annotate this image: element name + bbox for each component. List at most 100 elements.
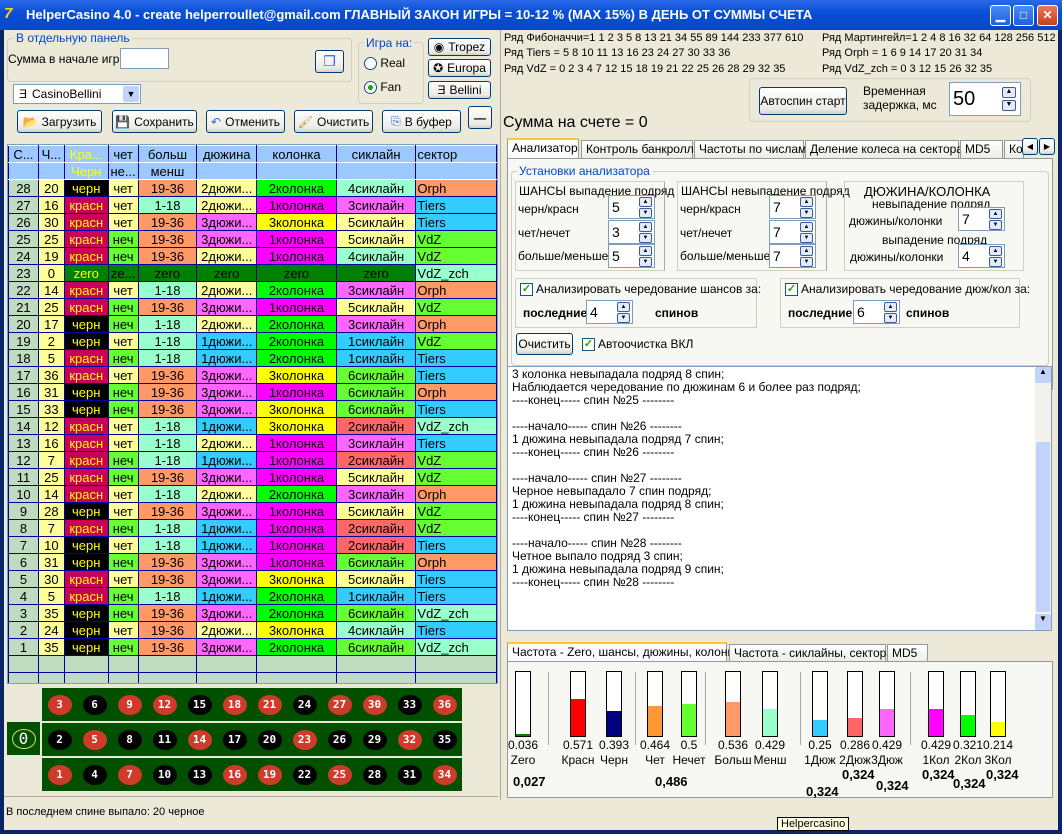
scroll-down-icon[interactable]: ▼ <box>1035 614 1051 630</box>
analyzer-clear-button[interactable]: Очистить <box>516 333 573 355</box>
spinner-down-icon[interactable]: ▼ <box>800 208 813 218</box>
hit-spinner-2[interactable]: 5 ▲ ▼ <box>608 244 655 268</box>
number-zero[interactable]: 0 <box>7 722 40 755</box>
number-27[interactable]: 27 <box>322 688 357 721</box>
number-19[interactable]: 19 <box>252 758 287 791</box>
spinner-up-icon[interactable]: ▲ <box>639 222 652 232</box>
number-15[interactable]: 15 <box>182 688 217 721</box>
header-column[interactable]: колонка <box>256 145 337 163</box>
spinner-down-icon[interactable]: ▼ <box>617 313 630 323</box>
number-25[interactable]: 25 <box>322 758 357 791</box>
spinner-up-icon[interactable]: ▲ <box>800 197 813 207</box>
chevron-down-icon[interactable]: ▼ <box>123 86 139 102</box>
table-row[interactable]: 17 36 красн чет 19-36 3дюжи... 3колонка 6сиклай… <box>8 366 497 384</box>
table-row[interactable]: 3 35 черн неч 19-36 3дюжи... 2колонка 6сиклайн V… <box>8 604 497 622</box>
casino-europa-button[interactable]: ✪ Europa <box>428 59 491 77</box>
alt-chances-spinner[interactable]: 4 ▲ ▼ <box>586 300 633 324</box>
number-16[interactable]: 16 <box>217 758 252 791</box>
table-row[interactable]: 12 7 красн неч 1-18 1дюжи... 1колонка 2сиклайн V… <box>8 451 497 469</box>
table-row[interactable]: 25 25 красн неч 19-36 3дюжи... 1колонка 5сиклай… <box>8 230 497 248</box>
miss-spinner-0[interactable]: 7 ▲ ▼ <box>769 195 816 219</box>
number-29[interactable]: 29 <box>357 723 392 756</box>
load-button[interactable]: 📂 Загрузить <box>17 110 102 133</box>
number-6[interactable]: 6 <box>77 688 112 721</box>
number-3[interactable]: 3 <box>42 688 77 721</box>
number-30[interactable]: 30 <box>357 688 392 721</box>
table-row[interactable]: 9 28 черн чет 19-36 3дюжи... 1колонка 5сиклайн V… <box>8 502 497 520</box>
miss-spinner-1[interactable]: 7 ▲ ▼ <box>769 220 816 244</box>
empty-row[interactable] <box>8 672 497 683</box>
table-row[interactable]: 2 24 черн чет 19-36 2дюжи... 3колонка 4сиклайн T… <box>8 621 497 639</box>
radio-real[interactable]: Real <box>364 56 405 71</box>
header-number[interactable]: Ч... <box>37 145 65 163</box>
header-dozen[interactable] <box>196 162 258 180</box>
number-33[interactable]: 33 <box>392 688 427 721</box>
spinner-down-icon[interactable]: ▼ <box>639 208 652 218</box>
header-sector[interactable] <box>415 162 497 180</box>
table-row[interactable]: 4 5 красн неч 1-18 1дюжи... 2колонка 1сиклайн Ti… <box>8 587 497 605</box>
header-dozen[interactable]: дюжина <box>196 145 258 163</box>
number-13[interactable]: 13 <box>182 758 217 791</box>
minimize-button[interactable]: ▁ <box>990 5 1011 26</box>
header-sixline[interactable]: сиклайн <box>335 145 417 163</box>
number-1[interactable]: 1 <box>42 758 77 791</box>
number-17[interactable]: 17 <box>217 723 252 756</box>
splitter[interactable] <box>500 30 501 800</box>
casino-tropez-button[interactable]: ◉ Tropez <box>428 38 491 56</box>
number-35[interactable]: 35 <box>427 723 462 756</box>
freq-tab-1[interactable]: Частота - сиклайны, сектора <box>729 644 893 662</box>
spinner-up-icon[interactable]: ▲ <box>617 302 630 312</box>
analysis-log[interactable]: 3 колонка невыпадала подряд 8 спин; Наблю… <box>507 366 1052 631</box>
number-10[interactable]: 10 <box>147 758 182 791</box>
header-parity[interactable]: чет <box>107 145 139 163</box>
number-24[interactable]: 24 <box>287 688 322 721</box>
main-tab-5[interactable]: Ко <box>1004 140 1024 158</box>
spinner-up-icon[interactable]: ▲ <box>989 246 1002 256</box>
number-28[interactable]: 28 <box>357 758 392 791</box>
minus-button[interactable]: — <box>468 106 492 129</box>
number-36[interactable]: 36 <box>427 688 462 721</box>
header-sector[interactable]: сектор <box>415 145 497 163</box>
spin-history-grid[interactable]: С... Ч... Кра... чет больш дюжина колонка сикла… <box>7 144 498 684</box>
casino-bellini-button[interactable]: Ǝ Bellini <box>428 81 491 99</box>
number-2[interactable]: 2 <box>42 723 77 756</box>
table-row[interactable]: 18 5 красн неч 1-18 1дюжи... 2колонка 1сиклайн T… <box>8 349 497 367</box>
header-color[interactable]: Кра... <box>63 145 109 163</box>
spinner-up-icon[interactable]: ▲ <box>800 246 813 256</box>
number-32[interactable]: 32 <box>392 723 427 756</box>
spinner-up-icon[interactable]: ▲ <box>639 197 652 207</box>
main-tab-0[interactable]: Анализатор <box>507 138 579 158</box>
spinner-down-icon[interactable]: ▼ <box>639 233 652 243</box>
table-row[interactable]: 15 33 черн неч 19-36 3дюжи... 3колонка 6сиклайн… <box>8 400 497 418</box>
spinner-down-icon[interactable]: ▼ <box>800 257 813 267</box>
detach-panel-button[interactable]: ❐ <box>315 50 344 73</box>
number-9[interactable]: 9 <box>112 688 147 721</box>
number-12[interactable]: 12 <box>147 688 182 721</box>
header-color[interactable]: Черн <box>63 162 109 180</box>
maximize-button[interactable]: □ <box>1013 5 1034 26</box>
spinner-up-icon[interactable]: ▲ <box>1002 87 1016 98</box>
header-spin[interactable] <box>8 162 39 180</box>
miss-spinner-2[interactable]: 7 ▲ ▼ <box>769 244 816 268</box>
number-11[interactable]: 11 <box>147 723 182 756</box>
number-23[interactable]: 23 <box>287 723 322 756</box>
spinner-up-icon[interactable]: ▲ <box>639 246 652 256</box>
number-7[interactable]: 7 <box>112 758 147 791</box>
alt-dc-spinner[interactable]: 6 ▲ ▼ <box>853 300 900 324</box>
table-row[interactable]: 22 14 красн чет 1-18 2дюжи... 2колонка 3сиклайн… <box>8 281 497 299</box>
table-row[interactable]: 16 31 черн неч 19-36 3дюжи... 1колонка 6сиклайн… <box>8 383 497 401</box>
number-14[interactable]: 14 <box>182 723 217 756</box>
dc-miss-spinner[interactable]: 7 ▲ ▼ <box>958 207 1005 231</box>
header-number[interactable] <box>37 162 65 180</box>
main-tab-2[interactable]: Частоты по числам <box>694 140 806 158</box>
table-row[interactable]: 5 30 красн чет 19-36 3дюжи... 3колонка 5сиклайн… <box>8 570 497 588</box>
hit-spinner-0[interactable]: 5 ▲ ▼ <box>608 195 655 219</box>
tab-scroll-left-icon[interactable]: ◀ <box>1022 138 1038 155</box>
alt-chances-checkbox[interactable]: ✓ Анализировать чередование шансов за: <box>520 282 761 297</box>
spinner-up-icon[interactable]: ▲ <box>884 302 897 312</box>
number-4[interactable]: 4 <box>77 758 112 791</box>
tab-scroll-right-icon[interactable]: ▶ <box>1039 138 1055 155</box>
spinner-down-icon[interactable]: ▼ <box>989 220 1002 230</box>
number-31[interactable]: 31 <box>392 758 427 791</box>
table-row[interactable]: 13 16 красн чет 1-18 2дюжи... 1колонка 3сиклайн… <box>8 434 497 452</box>
